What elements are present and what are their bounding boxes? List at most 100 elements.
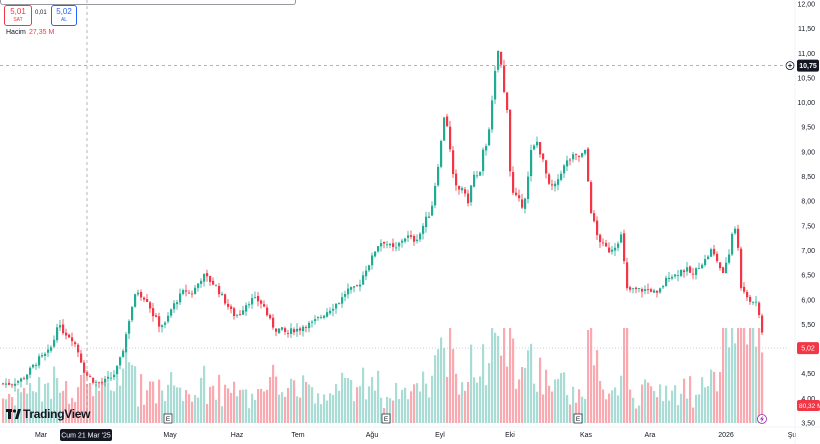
candle-body <box>332 308 335 311</box>
candle-body <box>479 171 482 176</box>
volume-bar <box>65 381 68 423</box>
x-tick-label: Eyl <box>435 432 445 439</box>
candle-body <box>23 378 26 380</box>
candle-body <box>440 140 443 167</box>
candle-body <box>11 384 14 386</box>
candle-body <box>218 285 221 295</box>
candle-body <box>416 239 419 241</box>
sell-button[interactable]: 5,01 SAT <box>4 5 32 26</box>
volume-legend-label: Hacim <box>6 29 26 36</box>
volume-bar <box>263 391 266 423</box>
volume-bar <box>743 328 746 423</box>
volume-bar <box>491 328 494 423</box>
add-alert-icon[interactable] <box>785 61 795 71</box>
volume-bar <box>611 390 614 423</box>
volume-bar <box>377 370 380 423</box>
volume-bar <box>737 328 740 423</box>
candle-body <box>386 244 389 246</box>
candle-body <box>335 303 338 309</box>
candle-body <box>257 296 260 302</box>
candle-body <box>293 329 296 333</box>
x-tick-label: Eki <box>505 432 515 439</box>
earnings-marker[interactable]: E <box>163 413 173 424</box>
candle-body <box>473 174 476 187</box>
volume-bar <box>701 377 704 423</box>
volume-bar <box>359 386 362 423</box>
lightning-icon[interactable] <box>757 414 767 424</box>
candle-body <box>239 314 242 315</box>
candle-body <box>14 383 17 386</box>
volume-bar <box>131 364 134 423</box>
candle-body <box>752 301 755 303</box>
volume-bar <box>446 376 449 423</box>
candle-body <box>389 243 392 246</box>
volume-bar <box>407 399 410 423</box>
volume-bar <box>362 367 365 423</box>
volume-bar <box>485 385 488 423</box>
volume-bar <box>755 346 758 423</box>
volume-bar <box>338 390 341 423</box>
candle-body <box>578 156 581 157</box>
volume-bar <box>173 385 176 423</box>
volume-bar <box>314 403 317 423</box>
candle-body <box>110 377 113 379</box>
volume-bar <box>632 397 635 423</box>
candle-body <box>458 186 461 190</box>
volume-bar <box>413 384 416 423</box>
candle-body <box>365 270 368 277</box>
volume-bar <box>617 395 620 423</box>
candle-body <box>554 183 557 187</box>
volume-bar <box>683 378 686 423</box>
candle-body <box>722 267 725 273</box>
candle-body <box>431 205 434 216</box>
candle-body <box>230 306 233 309</box>
candle-body <box>353 286 356 288</box>
y-tick-label: 7,50 <box>801 223 815 230</box>
candle-body <box>194 287 197 294</box>
candle-body <box>761 315 764 333</box>
candle-body <box>614 247 617 251</box>
candle-body <box>476 175 479 177</box>
volume-bar <box>284 396 287 423</box>
volume-bar <box>482 344 485 423</box>
volume-bar <box>662 401 665 423</box>
candle-body <box>323 315 326 318</box>
candle-body <box>530 150 533 177</box>
candle-body <box>674 274 677 277</box>
volume-bar <box>641 384 644 423</box>
candle-body <box>740 248 743 289</box>
volume-bar <box>533 383 536 423</box>
volume-bar <box>521 367 524 423</box>
candle-body <box>95 382 98 383</box>
candle-body <box>425 216 428 228</box>
volume-bar <box>257 389 260 423</box>
candle-body <box>209 276 212 282</box>
volume-bar <box>620 375 623 423</box>
volume-bar <box>326 400 329 423</box>
volume-bar <box>365 399 368 423</box>
volume-bar <box>47 382 50 423</box>
candle-body <box>266 307 269 316</box>
tradingview-logo[interactable]: TradingView <box>6 407 90 421</box>
volume-bar <box>671 390 674 423</box>
candle-body <box>560 173 563 180</box>
x-tick-label: Ağu <box>366 432 379 439</box>
earnings-marker[interactable]: E <box>573 413 583 424</box>
buy-button[interactable]: 5,02 AL <box>51 5 77 26</box>
crosshair-price-box <box>797 59 819 72</box>
volume-bar <box>470 344 473 423</box>
candle-body <box>518 195 521 199</box>
candle-body <box>713 248 716 255</box>
volume-bar <box>137 406 140 423</box>
candle-body <box>407 235 410 238</box>
candle-body <box>5 383 8 385</box>
volume-bar <box>29 383 32 423</box>
volume-bar <box>83 365 86 423</box>
candle-body <box>383 241 386 244</box>
candle-body <box>65 332 68 336</box>
volume-bar <box>560 372 563 423</box>
volume-bar <box>389 398 392 423</box>
earnings-marker[interactable]: E <box>381 413 391 424</box>
candle-body <box>359 284 362 287</box>
